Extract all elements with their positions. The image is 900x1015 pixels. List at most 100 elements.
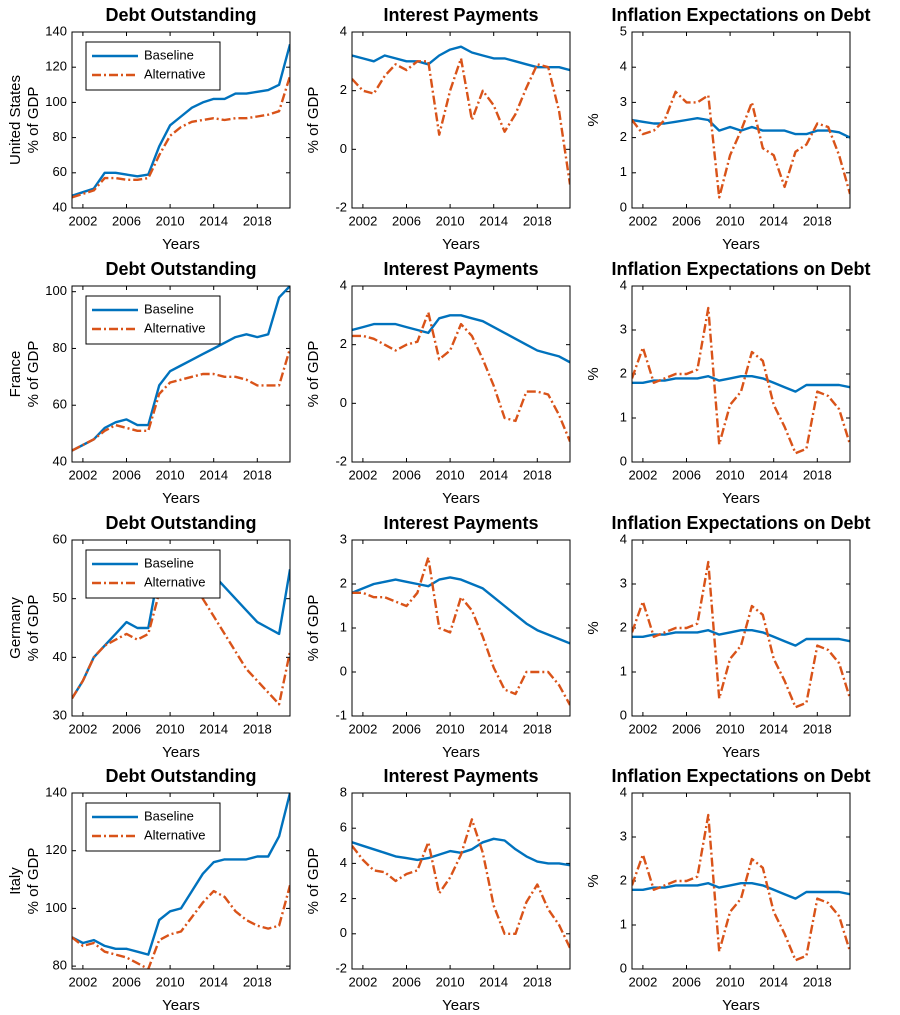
- x-tick-label: 2002: [628, 467, 657, 482]
- x-axis-label: Years: [162, 236, 200, 253]
- y-tick-label: 2: [620, 129, 627, 144]
- x-tick-label: 2018: [243, 213, 272, 228]
- x-tick-label: 2018: [803, 213, 832, 228]
- plot-area: [72, 43, 290, 199]
- x-tick-label: 2002: [628, 213, 657, 228]
- axes-box: [71, 539, 291, 717]
- x-tick-label: 2010: [156, 213, 185, 228]
- series-line: [632, 629, 850, 647]
- y-tick-label: 3: [340, 531, 347, 546]
- x-axis-label: Years: [722, 997, 760, 1014]
- y-axis-label: %: [585, 874, 602, 887]
- axes-box: [71, 31, 291, 209]
- y-tick-label: 2: [340, 82, 347, 97]
- x-tick-label: 2018: [523, 467, 552, 482]
- legend: Baseline Alternative: [85, 41, 221, 91]
- plot-area: [632, 306, 850, 455]
- y-tick-label: 2: [340, 575, 347, 590]
- series-line: [72, 348, 290, 452]
- y-tick-label: -1: [335, 707, 347, 722]
- x-axis-label: Years: [162, 490, 200, 507]
- series-line: [352, 314, 570, 364]
- plot-area: [352, 45, 570, 185]
- x-tick-label: 2018: [803, 974, 832, 989]
- legend-label: Baseline: [144, 555, 194, 570]
- y-tick-label: 2: [340, 336, 347, 351]
- series-line: [72, 884, 290, 969]
- x-axis-label: Years: [162, 997, 200, 1014]
- y-tick-label: 0: [620, 453, 627, 468]
- subplot: Interest Payments Years % of GDP -1 0 1 2 3 2002…: [305, 513, 571, 761]
- plot-area: [352, 818, 570, 949]
- x-tick-label: 2006: [112, 467, 141, 482]
- chart-title: Interest Payments: [383, 513, 538, 533]
- x-tick-label: 2014: [759, 974, 788, 989]
- legend-label: Baseline: [144, 301, 194, 316]
- y-axis-label: % of GDP: [25, 87, 42, 154]
- legend-label: Baseline: [144, 808, 194, 823]
- plot-area: [352, 311, 570, 442]
- legend-box: [85, 549, 221, 599]
- series-line: [352, 45, 570, 72]
- subplot: Inflation Expectations on Debt Years% 0 1 2 3…: [585, 766, 871, 1014]
- y-axis-label: % of GDP: [25, 848, 42, 915]
- x-tick-label: 2002: [348, 974, 377, 989]
- y-axis-label: %: [585, 621, 602, 634]
- y-tick-label: 3: [620, 828, 627, 843]
- x-tick-label: 2010: [156, 467, 185, 482]
- y-axis-label: Italy: [7, 867, 24, 895]
- x-tick-label: 2002: [348, 721, 377, 736]
- series-line: [352, 57, 570, 185]
- y-tick-label: 6: [340, 820, 347, 835]
- y-axis-label: % of GDP: [25, 595, 42, 662]
- y-axis-label: % of GDP: [25, 341, 42, 408]
- chart-title: Inflation Expectations on Debt: [611, 766, 870, 786]
- x-tick-label: 2002: [68, 721, 97, 736]
- y-tick-label: -2: [335, 199, 347, 214]
- y-tick-label: 2: [620, 619, 627, 634]
- x-axis-label: Years: [722, 236, 760, 253]
- x-tick-label: 2002: [68, 213, 97, 228]
- y-tick-label: 1: [620, 164, 627, 179]
- chart-title: Interest Payments: [383, 5, 538, 25]
- y-tick-label: 60: [53, 164, 67, 179]
- x-tick-label: 2018: [243, 721, 272, 736]
- y-tick-label: 30: [53, 707, 67, 722]
- y-axis-label: % of GDP: [305, 848, 322, 915]
- subplot: Interest Payments Years % of GDP -2 0 2 4 2002 2…: [305, 259, 571, 507]
- x-tick-label: 2014: [479, 974, 508, 989]
- series-line: [72, 286, 290, 452]
- y-tick-label: 1: [620, 663, 627, 678]
- legend-label: Baseline: [144, 47, 194, 62]
- y-tick-label: 100: [45, 283, 67, 298]
- x-tick-label: 2014: [759, 467, 788, 482]
- x-tick-label: 2006: [112, 213, 141, 228]
- x-tick-label: 2018: [523, 213, 552, 228]
- y-tick-label: 0: [340, 663, 347, 678]
- chart-title: Debt Outstanding: [106, 513, 257, 533]
- x-tick-label: 2002: [348, 213, 377, 228]
- axes-box: [631, 31, 851, 209]
- y-tick-label: 3: [620, 94, 627, 109]
- y-tick-label: 140: [45, 23, 67, 38]
- y-tick-label: 5: [620, 23, 627, 38]
- y-axis-label: % of GDP: [305, 87, 322, 154]
- legend-label: Alternative: [144, 574, 205, 589]
- y-tick-label: 0: [340, 395, 347, 410]
- x-tick-label: 2006: [672, 974, 701, 989]
- y-tick-label: 120: [45, 842, 67, 857]
- chart-title: Debt Outstanding: [106, 766, 257, 786]
- x-axis-label: Years: [722, 744, 760, 761]
- y-tick-label: 80: [53, 129, 67, 144]
- legend-box: [85, 41, 221, 91]
- x-tick-label: 2014: [199, 974, 228, 989]
- series-line: [352, 311, 570, 442]
- series-line: [632, 90, 850, 199]
- y-tick-label: 2: [620, 365, 627, 380]
- x-tick-label: 2006: [392, 213, 421, 228]
- x-tick-label: 2014: [479, 467, 508, 482]
- x-tick-label: 2018: [523, 721, 552, 736]
- axes-box: [631, 285, 851, 463]
- subplot: Debt Outstanding Years Germany% of GDP 30 40…: [7, 513, 291, 761]
- axes-box: [351, 792, 571, 970]
